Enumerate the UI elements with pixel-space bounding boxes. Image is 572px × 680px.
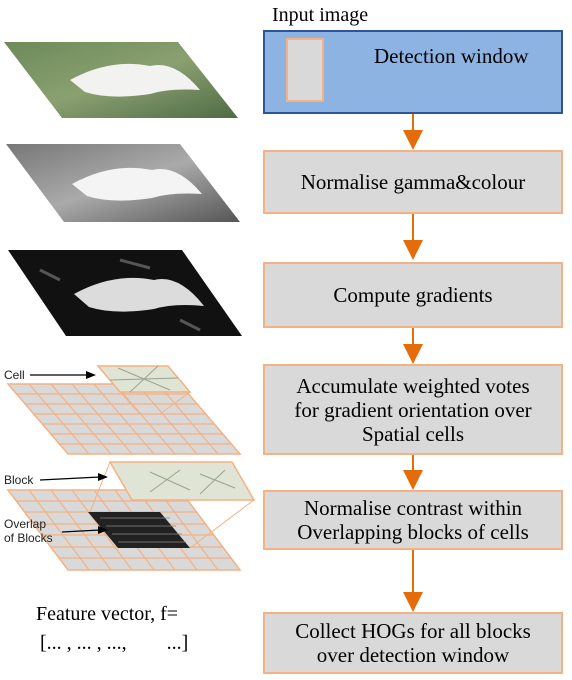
cell-label: Cell xyxy=(4,368,25,382)
block-label: Block xyxy=(4,473,34,487)
input-image-label: Input image xyxy=(272,4,369,26)
overlap-label: Overlap of Blocks xyxy=(4,517,53,545)
gradient-image xyxy=(8,250,242,336)
step-text: Normalise gamma&colour xyxy=(300,170,526,194)
step-collect-hogs: Collect HOGs for all blocks over detecti… xyxy=(263,612,563,674)
step-normalise-gamma: Normalise gamma&colour xyxy=(263,150,563,214)
step-compute-gradients: Compute gradients xyxy=(263,262,563,328)
step-text: Compute gradients xyxy=(333,283,493,307)
step-text: Normalise contrast within Overlapping bl… xyxy=(297,496,529,544)
step-accumulate-votes: Accumulate weighted votes for gradient o… xyxy=(263,364,563,455)
step-text: Collect HOGs for all blocks over detecti… xyxy=(295,619,531,667)
detection-window-label: Detection window xyxy=(374,44,529,68)
grayscale-image xyxy=(6,144,240,222)
step-text: Accumulate weighted votes for gradient o… xyxy=(294,373,532,446)
block-grid xyxy=(6,461,256,571)
cell-grid xyxy=(6,365,242,455)
detection-window xyxy=(286,38,324,102)
step-normalise-contrast: Normalise contrast within Overlapping bl… xyxy=(263,490,563,550)
feature-vector-values: [... , ... , ..., ...] xyxy=(40,632,189,654)
color-image xyxy=(4,42,238,118)
feature-vector-label: Feature vector, f= xyxy=(36,603,179,625)
